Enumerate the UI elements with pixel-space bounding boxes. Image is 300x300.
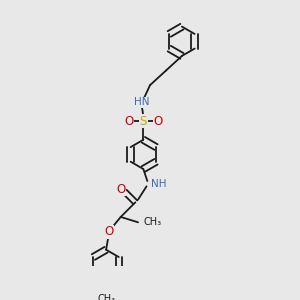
Text: O: O [116,182,125,196]
Text: CH₃: CH₃ [144,217,162,227]
Text: NH: NH [151,179,167,189]
Text: CH₃: CH₃ [97,294,115,300]
Text: S: S [140,115,147,128]
Text: O: O [153,115,163,128]
Text: HN: HN [134,98,150,107]
Text: O: O [124,115,133,128]
Text: O: O [104,225,113,238]
